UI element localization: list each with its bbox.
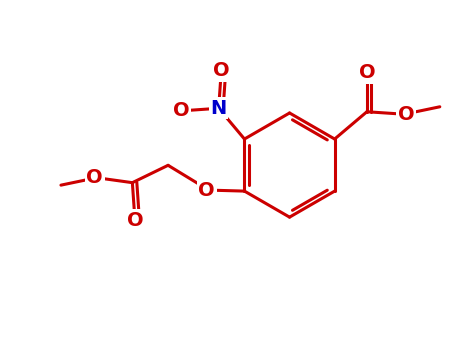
Text: O: O: [173, 101, 189, 120]
Text: O: O: [86, 168, 103, 187]
Text: O: O: [213, 61, 229, 80]
Text: O: O: [198, 180, 215, 200]
Text: N: N: [211, 99, 227, 118]
Text: O: O: [398, 105, 415, 124]
Text: O: O: [127, 211, 143, 230]
Text: O: O: [359, 63, 375, 82]
